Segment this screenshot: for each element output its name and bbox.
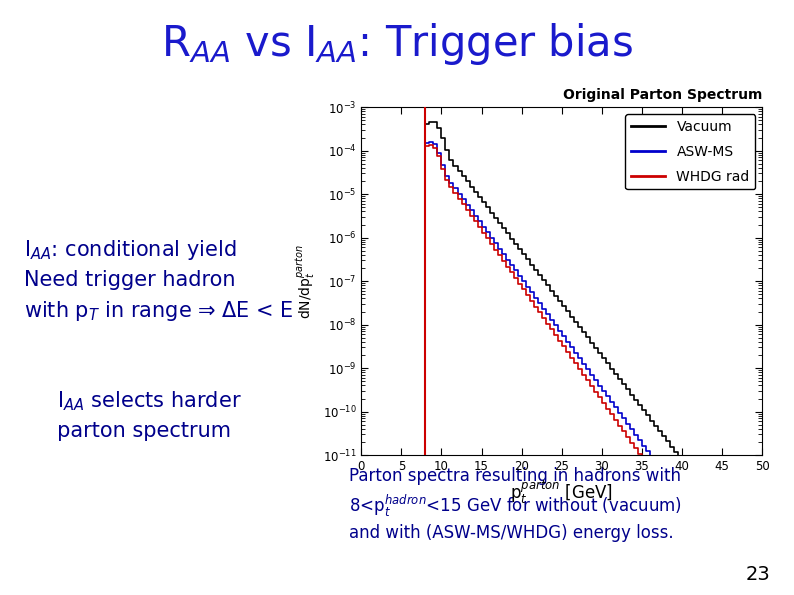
Vacuum <box>357 582 366 589</box>
ASW-MS <box>464 206 474 214</box>
Text: 23: 23 <box>746 565 770 584</box>
ASW-MS <box>380 582 390 589</box>
Line: WHDG rad: WHDG rad <box>361 145 762 585</box>
ASW-MS <box>357 582 366 589</box>
ASW-MS <box>372 582 382 589</box>
ASW-MS <box>433 149 442 156</box>
WHDG rad <box>726 575 735 582</box>
Line: ASW-MS: ASW-MS <box>361 142 762 585</box>
WHDG rad <box>380 582 390 589</box>
Vacuum <box>372 582 382 589</box>
Legend: Vacuum, ASW-MS, WHDG rad: Vacuum, ASW-MS, WHDG rad <box>625 114 755 189</box>
ASW-MS <box>738 580 747 587</box>
ASW-MS <box>425 138 434 145</box>
WHDG rad <box>464 212 474 220</box>
Text: Parton spectra resulting in hadrons with
8<p$_t^{hadron}$<15 GeV for without (va: Parton spectra resulting in hadrons with… <box>349 467 682 543</box>
Vacuum <box>738 537 747 544</box>
WHDG rad <box>757 582 767 589</box>
Vacuum <box>464 183 474 190</box>
X-axis label: p$_t^{parton}$ [GeV]: p$_t^{parton}$ [GeV] <box>511 478 613 506</box>
Text: R$_{AA}$ vs I$_{AA}$: Trigger bias: R$_{AA}$ vs I$_{AA}$: Trigger bias <box>161 21 633 67</box>
Text: Original Parton Spectrum: Original Parton Spectrum <box>563 88 762 102</box>
Vacuum <box>757 558 767 565</box>
Y-axis label: dN/dp$_t^{parton}$: dN/dp$_t^{parton}$ <box>295 243 317 319</box>
Vacuum <box>433 124 442 131</box>
Text: I$_{AA}$: conditional yield
Need trigger hadron
with p$_T$ in range ⇒ ΔE < E: I$_{AA}$: conditional yield Need trigger… <box>24 238 294 323</box>
ASW-MS <box>757 582 767 589</box>
WHDG rad <box>425 142 434 149</box>
WHDG rad <box>738 582 747 589</box>
Vacuum <box>726 516 735 523</box>
Line: Vacuum: Vacuum <box>361 122 762 585</box>
WHDG rad <box>433 153 442 160</box>
ASW-MS <box>726 558 735 565</box>
WHDG rad <box>372 582 382 589</box>
WHDG rad <box>357 582 366 589</box>
Vacuum <box>425 118 434 126</box>
Vacuum <box>380 582 390 589</box>
Text: I$_{AA}$ selects harder
     parton spectrum: I$_{AA}$ selects harder parton spectrum <box>24 390 241 441</box>
